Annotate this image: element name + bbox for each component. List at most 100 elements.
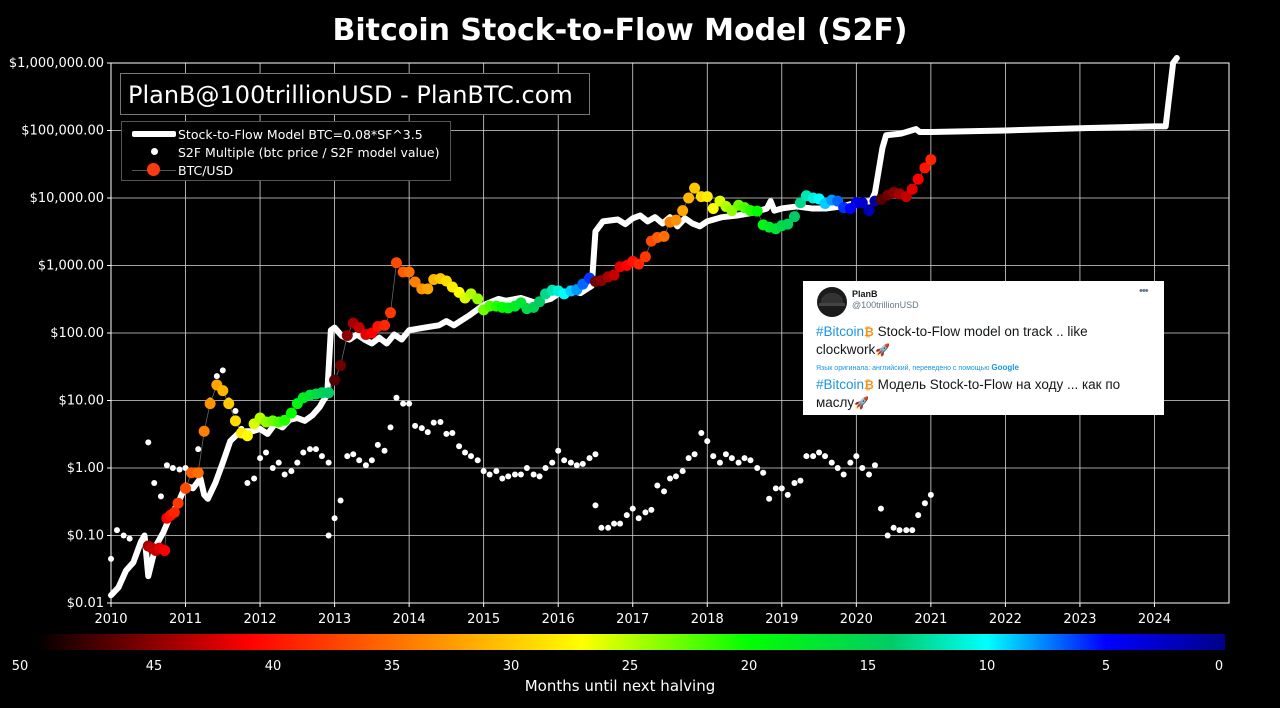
multiple-point — [667, 475, 673, 482]
tweet-card[interactable]: PlanB @100trillionUSD ••• #Bitcoin₿ Stoc… — [803, 281, 1164, 415]
more-icon[interactable]: ••• — [1139, 285, 1149, 297]
multiple-point — [803, 453, 810, 460]
price-point — [403, 266, 415, 278]
price-point — [472, 293, 484, 305]
multiple-point — [356, 457, 363, 464]
multiple-point — [710, 453, 717, 460]
multiple-point — [163, 462, 170, 469]
multiple-point — [635, 515, 642, 522]
x-tick-label: 2013 — [318, 612, 351, 627]
multiple-point — [561, 457, 568, 464]
multiple-point — [927, 491, 934, 498]
multiple-point — [523, 465, 530, 471]
multiple-point — [567, 459, 574, 466]
multiple-point — [374, 441, 381, 448]
x-tick-label: 2011 — [169, 612, 202, 627]
multiple-point — [784, 491, 791, 498]
multiple-point — [113, 527, 120, 534]
price-point — [906, 183, 918, 195]
multiple-point — [915, 512, 922, 519]
translation-note: Язык оригинала: английский, переведено с… — [816, 363, 1019, 372]
credit-text: PlanB@100trillionUSD - PlanBTC.com — [128, 81, 573, 109]
price-point — [639, 251, 651, 263]
multiple-point — [840, 471, 847, 478]
colorbar-label: Months until next halving — [525, 677, 716, 695]
multiple-point — [288, 468, 295, 475]
price-point — [677, 205, 689, 217]
multiple-point — [866, 471, 873, 478]
multiple-point — [549, 459, 556, 466]
multiple-point — [816, 449, 823, 456]
price-point — [683, 192, 695, 204]
price-point — [180, 482, 192, 494]
multiple-point — [722, 451, 729, 458]
price-point — [534, 296, 546, 308]
multiple-point — [685, 455, 692, 462]
multiple-point — [772, 485, 779, 492]
multiple-point — [232, 407, 239, 414]
multiple-point — [318, 453, 325, 460]
multiple-point — [642, 509, 649, 516]
y-tick-label: $1,000.00 — [38, 259, 104, 274]
multiple-point — [592, 451, 599, 458]
multiple-point — [263, 449, 270, 456]
price-point — [701, 191, 713, 203]
price-point — [856, 197, 868, 209]
multiple-point — [480, 468, 487, 475]
colorbar — [35, 634, 1225, 650]
multiple-point — [499, 475, 506, 482]
multiple-point — [294, 459, 301, 466]
multiple-point — [362, 462, 369, 469]
multiple-point — [195, 446, 202, 453]
colorbar-tick-label: 5 — [1102, 659, 1110, 674]
rocket-icon-ru: 🚀 — [854, 396, 870, 410]
hashtag-link-ru[interactable]: #Bitcoin — [816, 377, 865, 392]
multiple-point — [213, 373, 220, 380]
legend-line-swatch — [128, 126, 178, 142]
multiple-point — [760, 469, 767, 476]
multiple-point — [151, 479, 158, 486]
tweet-author-name[interactable]: PlanB — [852, 289, 878, 299]
price-point — [168, 506, 180, 518]
price-point — [323, 387, 335, 399]
legend: Stock-to-Flow Model BTC=0.08*SF^3.5 S2F … — [121, 121, 451, 181]
chart-title: Bitcoin Stock-to-Flow Model (S2F) — [332, 13, 907, 48]
multiple-point — [437, 419, 444, 426]
price-point — [217, 385, 229, 397]
multiple-point — [418, 425, 425, 432]
colorbar-tick-label: 40 — [265, 659, 282, 674]
multiple-point — [350, 451, 357, 458]
x-tick-label: 2018 — [691, 612, 724, 627]
multiple-point — [654, 482, 661, 489]
price-point — [422, 283, 434, 295]
multiple-point — [387, 424, 394, 431]
x-tick-label: 2017 — [616, 612, 649, 627]
colorbar-tick-label: 30 — [503, 659, 520, 674]
price-point — [782, 218, 794, 230]
multiple-point — [909, 527, 916, 534]
multiple-point — [810, 453, 817, 460]
avatar[interactable] — [817, 287, 847, 317]
y-axis: $0.01 $0.10 $1.00 $10.00 $100.00 $1,000.00 $10… — [9, 56, 111, 611]
legend-price-swatch — [128, 162, 178, 178]
multiple-point — [331, 515, 338, 522]
multiple-point — [517, 471, 524, 478]
multiple-point — [300, 449, 307, 456]
price-point — [159, 544, 171, 556]
multiple-point — [679, 468, 686, 475]
tweet-author-handle[interactable]: @100trillionUSD — [852, 300, 919, 310]
colorbar-tick-label: 0 — [1215, 659, 1223, 674]
x-tick-label: 2020 — [840, 612, 873, 627]
multiple-point — [871, 462, 878, 469]
multiple-point — [661, 488, 668, 495]
hashtag-link[interactable]: #Bitcoin — [816, 324, 865, 339]
translation-note-text: Язык оригинала: английский, переведено с… — [816, 365, 990, 372]
multiple-point — [456, 443, 463, 450]
multiple-point — [617, 520, 624, 527]
multiple-point — [797, 477, 804, 484]
multiple-point — [766, 495, 773, 502]
legend-label-model: Stock-to-Flow Model BTC=0.08*SF^3.5 — [178, 126, 423, 142]
x-tick-label: 2022 — [989, 612, 1022, 627]
multiple-point — [449, 430, 456, 437]
